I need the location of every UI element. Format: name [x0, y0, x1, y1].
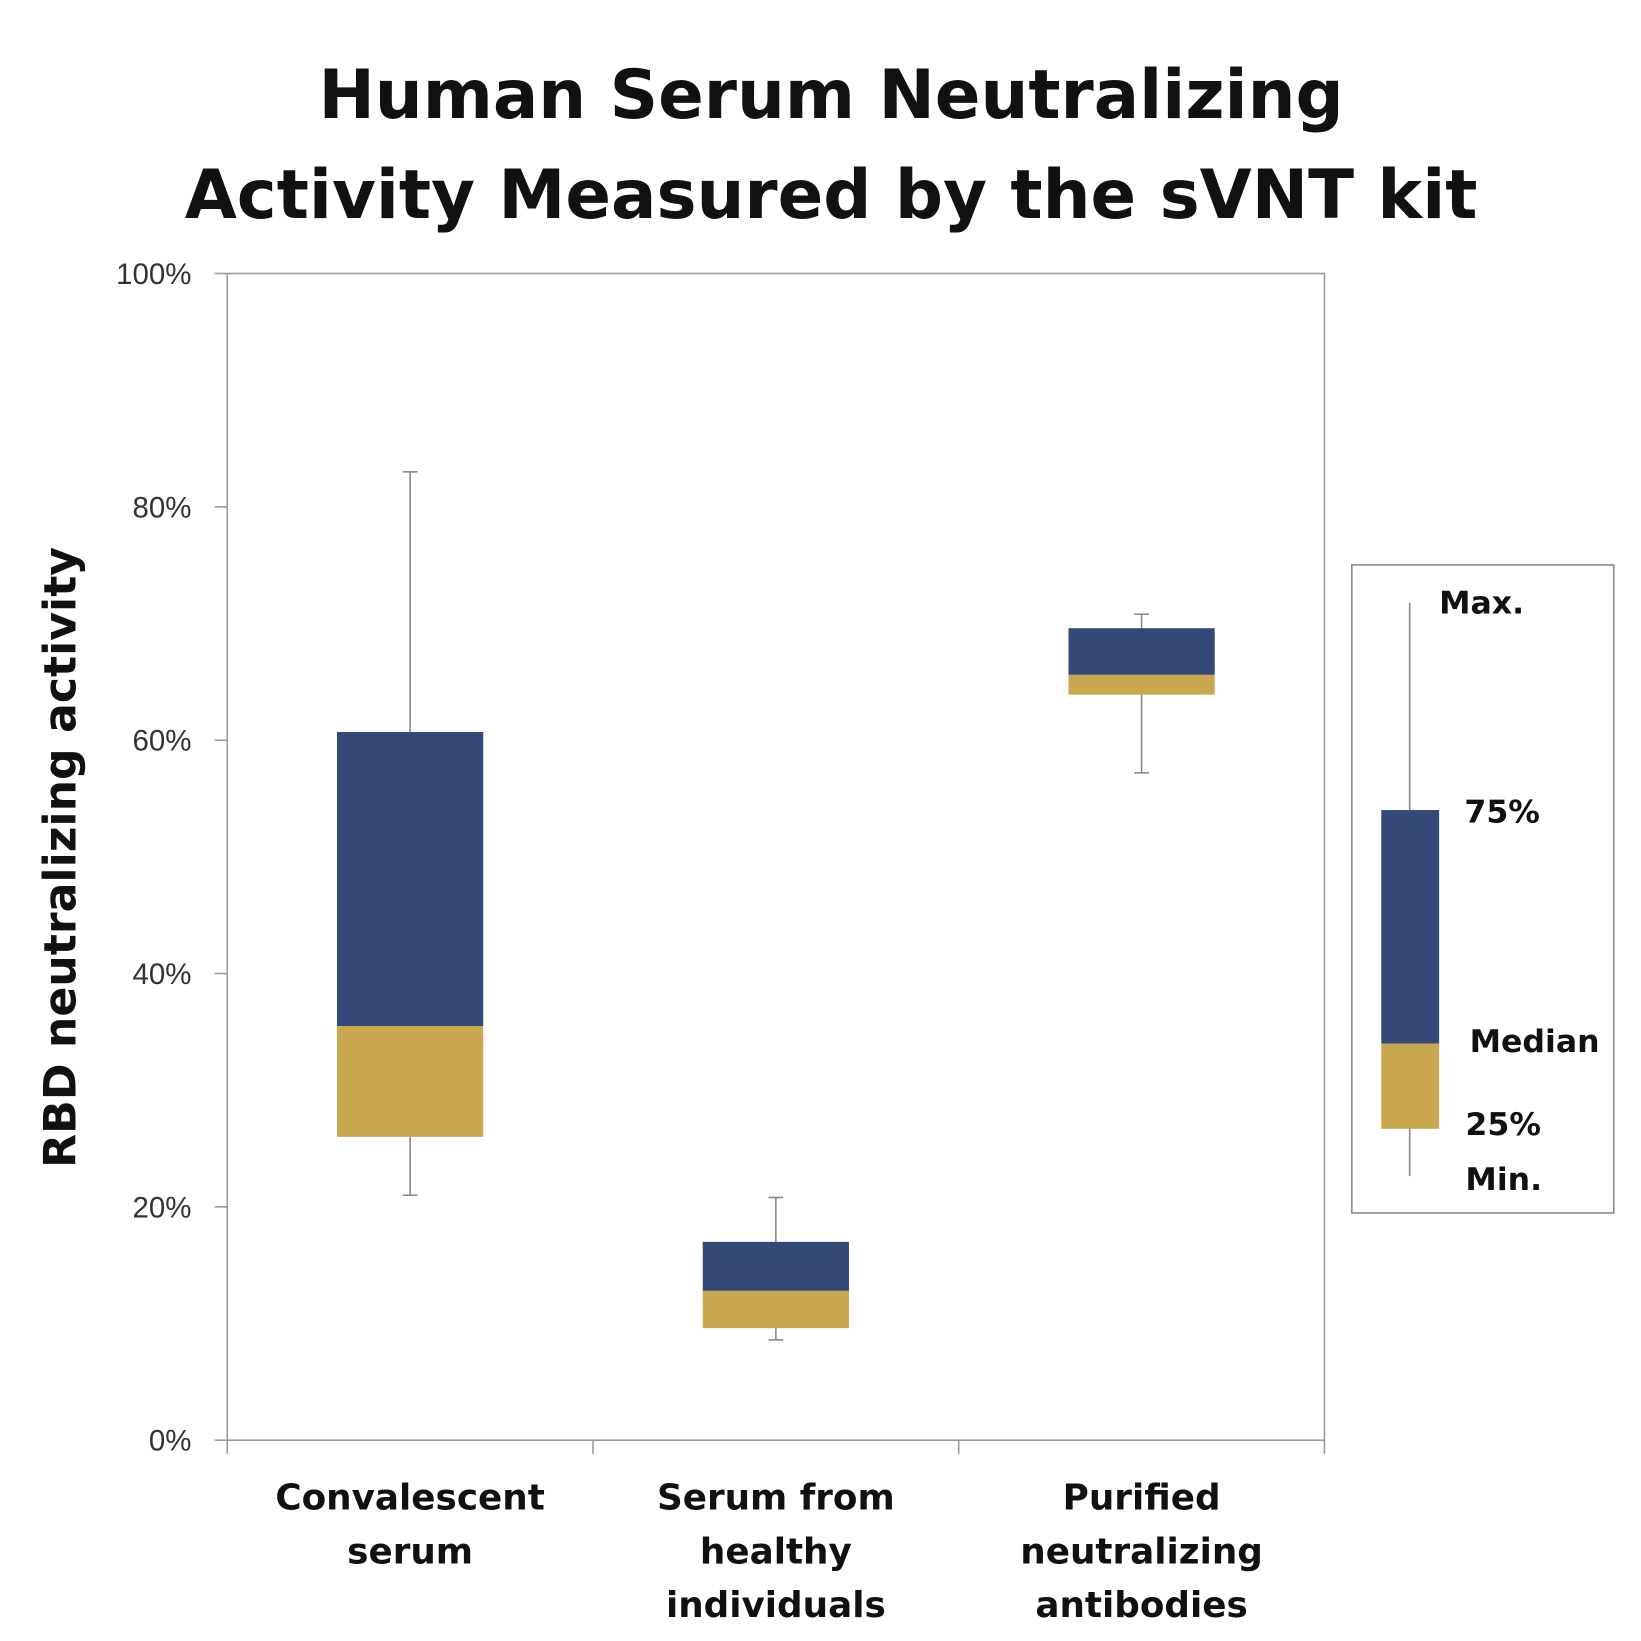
- legend-max-label: Max.: [1439, 585, 1524, 621]
- box-1: [336, 471, 484, 1196]
- lower-box-median-q1: [702, 1290, 849, 1329]
- upper-box-q3-median: [1068, 628, 1215, 675]
- chart-title-line-1: Human Serum Neutralizing: [318, 56, 1343, 134]
- category-label: Purified neutralizing antibodies: [1020, 1478, 1263, 1626]
- category-label-line: Purified: [1063, 1478, 1221, 1519]
- lower-box-median-q1: [336, 1026, 484, 1137]
- category-label-line: antibodies: [1035, 1585, 1247, 1626]
- upper-box-q3-median: [702, 1241, 849, 1291]
- y-axis-label: RBD neutralizing activity: [36, 547, 87, 1168]
- y-tick-label: 40%: [133, 958, 192, 991]
- legend-q1-label: 25%: [1465, 1107, 1541, 1143]
- legend-min-label: Min.: [1465, 1162, 1542, 1198]
- y-tick-label: 20%: [133, 1191, 192, 1224]
- box-2: [702, 1196, 849, 1341]
- legend-q3-label: 75%: [1464, 795, 1540, 831]
- legend-median-label: Median: [1470, 1024, 1600, 1060]
- legend: Max. 75% Median 25% Min.: [1351, 564, 1615, 1214]
- category-label-line: serum: [347, 1531, 473, 1572]
- category-label-line: individuals: [666, 1585, 886, 1626]
- legend-upper-box: [1381, 810, 1440, 1044]
- category-label-line: Serum from: [657, 1478, 895, 1519]
- upper-box-q3-median: [336, 732, 484, 1027]
- y-tick-label: 60%: [133, 725, 192, 758]
- plot-area: [226, 272, 1326, 1441]
- y-tick-label: 0%: [149, 1425, 192, 1458]
- y-tick-label: 100%: [116, 258, 191, 291]
- category-label: Serum from healthy individuals: [657, 1478, 895, 1626]
- y-tick-label: 80%: [133, 491, 192, 524]
- category-label-line: Convalescent: [275, 1478, 544, 1519]
- category-label-line: healthy: [700, 1531, 852, 1572]
- lower-box-median-q1: [1068, 674, 1215, 695]
- category-label: Convalescent serum: [275, 1478, 544, 1573]
- category-label-line: neutralizing: [1020, 1531, 1263, 1572]
- chart-title-line-2: Activity Measured by the sVNT kit: [185, 156, 1478, 234]
- box-3: [1068, 613, 1215, 774]
- legend-lower-box: [1381, 1043, 1440, 1129]
